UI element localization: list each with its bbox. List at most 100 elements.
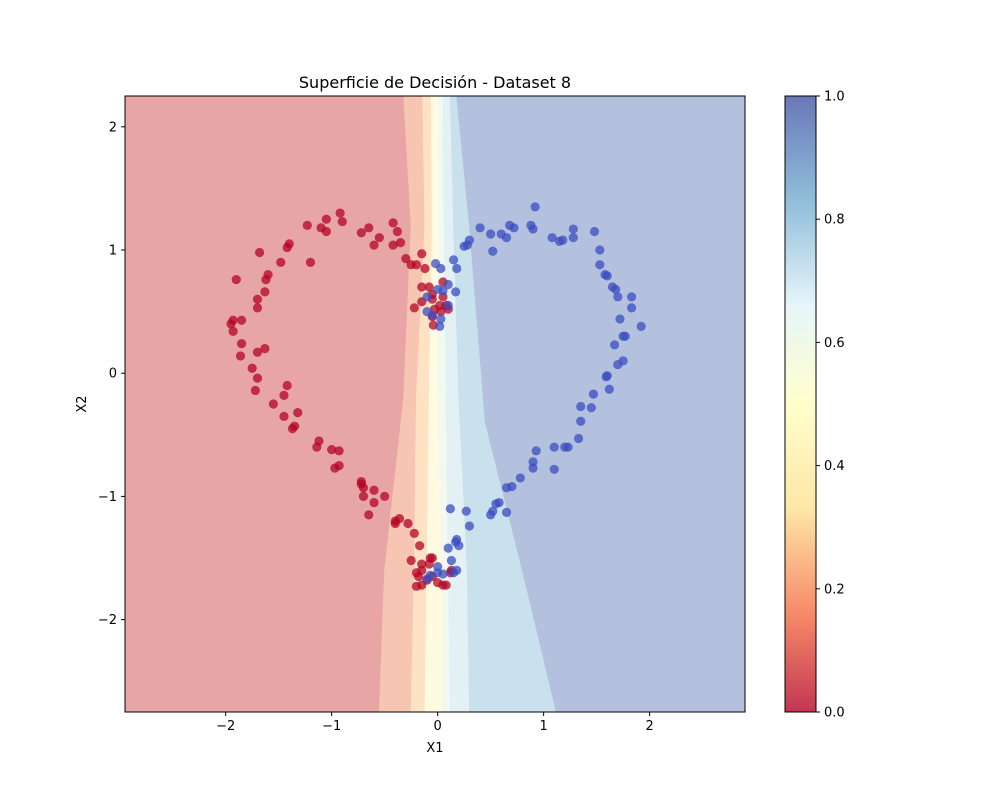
data-point-class-0	[392, 226, 402, 237]
y-tick-label: 1	[109, 244, 117, 259]
data-point-class-1	[475, 223, 485, 233]
data-point-class-1	[636, 321, 646, 331]
data-point-class-0	[411, 260, 422, 270]
data-point-class-0	[380, 491, 390, 501]
data-point-class-0	[235, 351, 246, 361]
data-point-class-0	[401, 254, 411, 264]
data-point-class-0	[236, 315, 247, 325]
data-point-class-0	[321, 214, 331, 224]
data-point-class-1	[626, 292, 637, 302]
data-point-class-0	[358, 491, 369, 501]
data-point-class-0	[424, 559, 434, 569]
x-axis-ticks: −2 −1 0 1 2	[216, 712, 654, 734]
data-point-class-0	[335, 208, 345, 218]
data-point-class-1	[486, 510, 496, 520]
data-point-class-1	[436, 314, 446, 324]
data-point-class-0	[226, 319, 236, 329]
data-point-class-1	[448, 255, 459, 265]
data-point-class-0	[364, 510, 374, 520]
colorbar-tick-label: 0.4	[824, 459, 845, 474]
data-point-class-0	[252, 347, 263, 357]
data-point-class-1	[588, 389, 599, 399]
data-point-class-1	[454, 541, 464, 551]
x-axis-label: X1	[426, 741, 443, 756]
data-point-class-1	[574, 433, 584, 444]
data-point-class-1	[595, 260, 605, 270]
data-point-class-0	[369, 240, 379, 250]
data-point-class-1	[464, 521, 475, 531]
chart-title: Superficie de Decisión - Dataset 8	[299, 73, 571, 92]
data-point-class-1	[595, 245, 605, 255]
data-point-class-0	[364, 223, 374, 233]
data-point-class-1	[528, 224, 538, 234]
data-point-class-0	[406, 555, 416, 566]
data-point-class-0	[374, 233, 384, 243]
data-point-class-1	[615, 314, 625, 324]
data-point-class-0	[417, 282, 427, 292]
data-point-class-0	[409, 528, 419, 538]
data-point-class-0	[254, 247, 265, 258]
data-point-class-0	[411, 581, 422, 591]
data-point-class-1	[549, 442, 559, 452]
contour-region	[456, 96, 745, 712]
data-point-class-1	[448, 568, 459, 578]
y-tick-label: −2	[98, 613, 117, 628]
colorbar-frame	[784, 95, 817, 713]
data-point-class-0	[358, 483, 369, 493]
data-point-class-0	[420, 263, 430, 274]
data-point-class-0	[252, 373, 263, 383]
data-point-class-0	[413, 571, 424, 582]
data-point-class-1	[443, 279, 453, 290]
data-point-class-0	[261, 274, 271, 285]
data-point-class-1	[602, 271, 612, 281]
data-point-class-0	[247, 363, 257, 373]
data-point-class-0	[252, 303, 263, 313]
colorbar-tick-label: 1.0	[824, 90, 845, 105]
colorbar-ticks: 0.0 0.2 0.4 0.6 0.8 1.0	[816, 90, 845, 721]
y-tick-label: −1	[98, 490, 117, 505]
data-point-class-1	[601, 372, 611, 382]
data-point-class-1	[589, 226, 600, 237]
data-point-class-0	[305, 257, 316, 267]
data-point-class-1	[486, 229, 496, 239]
data-point-class-1	[433, 284, 443, 295]
data-point-class-0	[282, 242, 292, 253]
data-point-class-0	[293, 408, 303, 418]
data-point-class-0	[369, 485, 379, 495]
data-point-class-1	[604, 384, 614, 394]
data-point-class-0	[388, 218, 398, 228]
data-point-class-0	[228, 326, 238, 336]
data-point-class-0	[260, 343, 270, 354]
x-tick-label: 2	[645, 719, 653, 734]
data-point-class-0	[424, 282, 434, 292]
data-point-class-1	[461, 506, 471, 516]
data-point-class-1	[433, 568, 443, 578]
data-point-class-1	[547, 233, 557, 243]
decision-regions	[125, 96, 745, 712]
data-point-class-0	[415, 541, 425, 551]
data-point-class-0	[330, 463, 340, 473]
data-point-class-0	[409, 303, 419, 313]
data-point-class-0	[250, 385, 260, 396]
data-point-class-0	[276, 257, 286, 267]
x-tick-label: −2	[216, 719, 235, 734]
data-point-class-1	[586, 403, 596, 413]
colorbar-tick-label: 0.6	[824, 336, 845, 351]
data-point-class-0	[403, 518, 413, 529]
colorbar-tick-label: 0.0	[824, 706, 845, 721]
data-point-class-1	[576, 401, 586, 412]
data-point-class-0	[441, 580, 451, 590]
data-point-class-1	[501, 507, 512, 518]
data-point-class-1	[446, 555, 457, 566]
data-point-class-1	[576, 416, 586, 426]
colorbar-tick-label: 0.8	[824, 213, 845, 228]
data-point-class-0	[260, 287, 270, 297]
data-point-class-0	[337, 217, 347, 227]
data-point-class-0	[282, 380, 292, 391]
data-point-class-1	[435, 321, 445, 331]
x-tick-label: −1	[322, 719, 341, 734]
colorbar-tick-label: 0.2	[824, 582, 845, 597]
data-point-class-0	[279, 390, 289, 400]
data-point-class-0	[356, 228, 366, 238]
data-point-class-0	[287, 424, 298, 434]
